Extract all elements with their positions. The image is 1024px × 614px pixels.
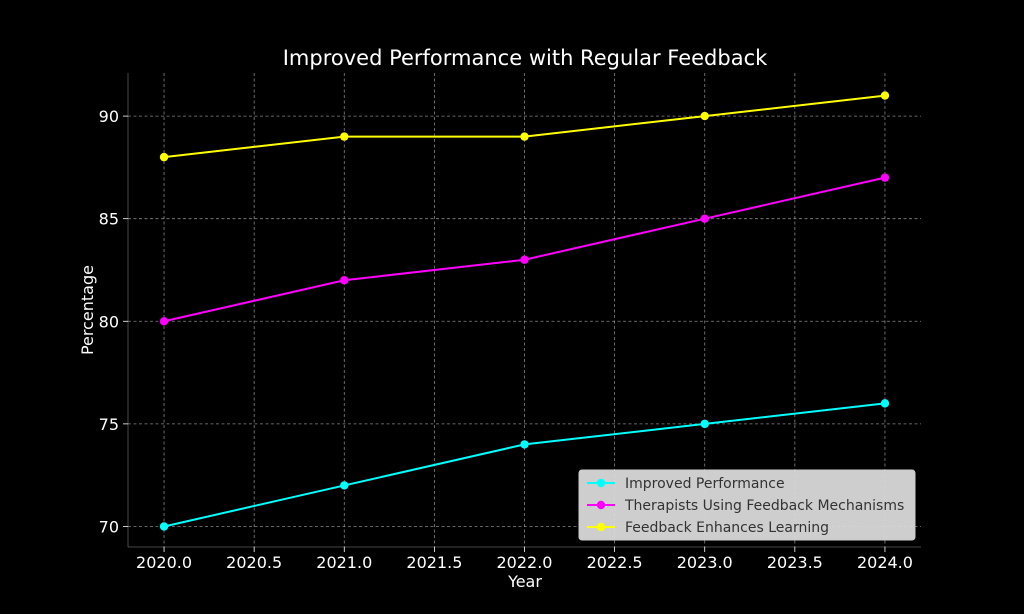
data-point — [159, 522, 169, 531]
data-point — [520, 255, 529, 264]
legend-swatch-marker — [596, 478, 606, 488]
data-point — [880, 91, 890, 100]
y-tick-label: 70 — [99, 517, 119, 536]
data-point — [340, 276, 349, 285]
legend-item: Therapists Using Feedback Mechanisms — [587, 498, 904, 514]
y-tick-label: 90 — [99, 107, 119, 126]
legend-swatch-marker — [596, 500, 606, 510]
data-point — [700, 111, 709, 121]
data-point — [159, 152, 169, 162]
x-tick-label: 2023.5 — [767, 553, 823, 572]
data-point — [340, 132, 349, 141]
x-axis-label: Year — [507, 572, 542, 591]
legend-label: Therapists Using Feedback Mechanisms — [624, 498, 904, 514]
x-tick-label: 2020.5 — [226, 553, 282, 572]
x-tick-label: 2022.5 — [587, 553, 643, 572]
data-point — [880, 399, 890, 408]
legend: Improved Performance Therapists Using Fee… — [578, 469, 916, 541]
y-tick-label: 75 — [99, 415, 119, 434]
axes-layer: 2020.0 2020.5 2021.0 2021.5 2022.0 2022.5 2023… — [99, 73, 921, 572]
legend-swatch-marker — [596, 522, 606, 532]
x-tick-label: 2021.5 — [406, 553, 462, 572]
y-tick-label: 85 — [99, 210, 119, 229]
data-point — [700, 214, 709, 223]
x-tick-label: 2024.0 — [857, 553, 913, 572]
series-layer — [159, 91, 890, 531]
legend-item: Feedback Enhances Learning — [587, 520, 829, 536]
data-point — [880, 173, 890, 182]
data-point — [700, 419, 709, 429]
data-point — [159, 317, 169, 326]
series-3 — [159, 91, 890, 162]
chart-title: Improved Performance with Regular Feedba… — [283, 46, 768, 70]
legend-label: Improved Performance — [625, 476, 785, 492]
series-2 — [159, 173, 890, 326]
series-1 — [159, 399, 890, 531]
x-tick-label: 2020.0 — [136, 553, 192, 572]
legend-box — [578, 469, 916, 541]
data-point — [340, 481, 349, 490]
x-tick-label: 2021.0 — [316, 553, 372, 572]
y-tick-label: 80 — [99, 312, 119, 331]
x-tick-label: 2022.0 — [497, 553, 553, 572]
y-axis-label: Percentage — [78, 265, 97, 355]
data-point — [520, 132, 529, 141]
grid-layer — [128, 73, 921, 547]
data-point — [520, 440, 529, 449]
legend-item: Improved Performance — [587, 476, 785, 492]
legend-label: Feedback Enhances Learning — [625, 520, 829, 536]
x-tick-label: 2023.0 — [677, 553, 733, 572]
